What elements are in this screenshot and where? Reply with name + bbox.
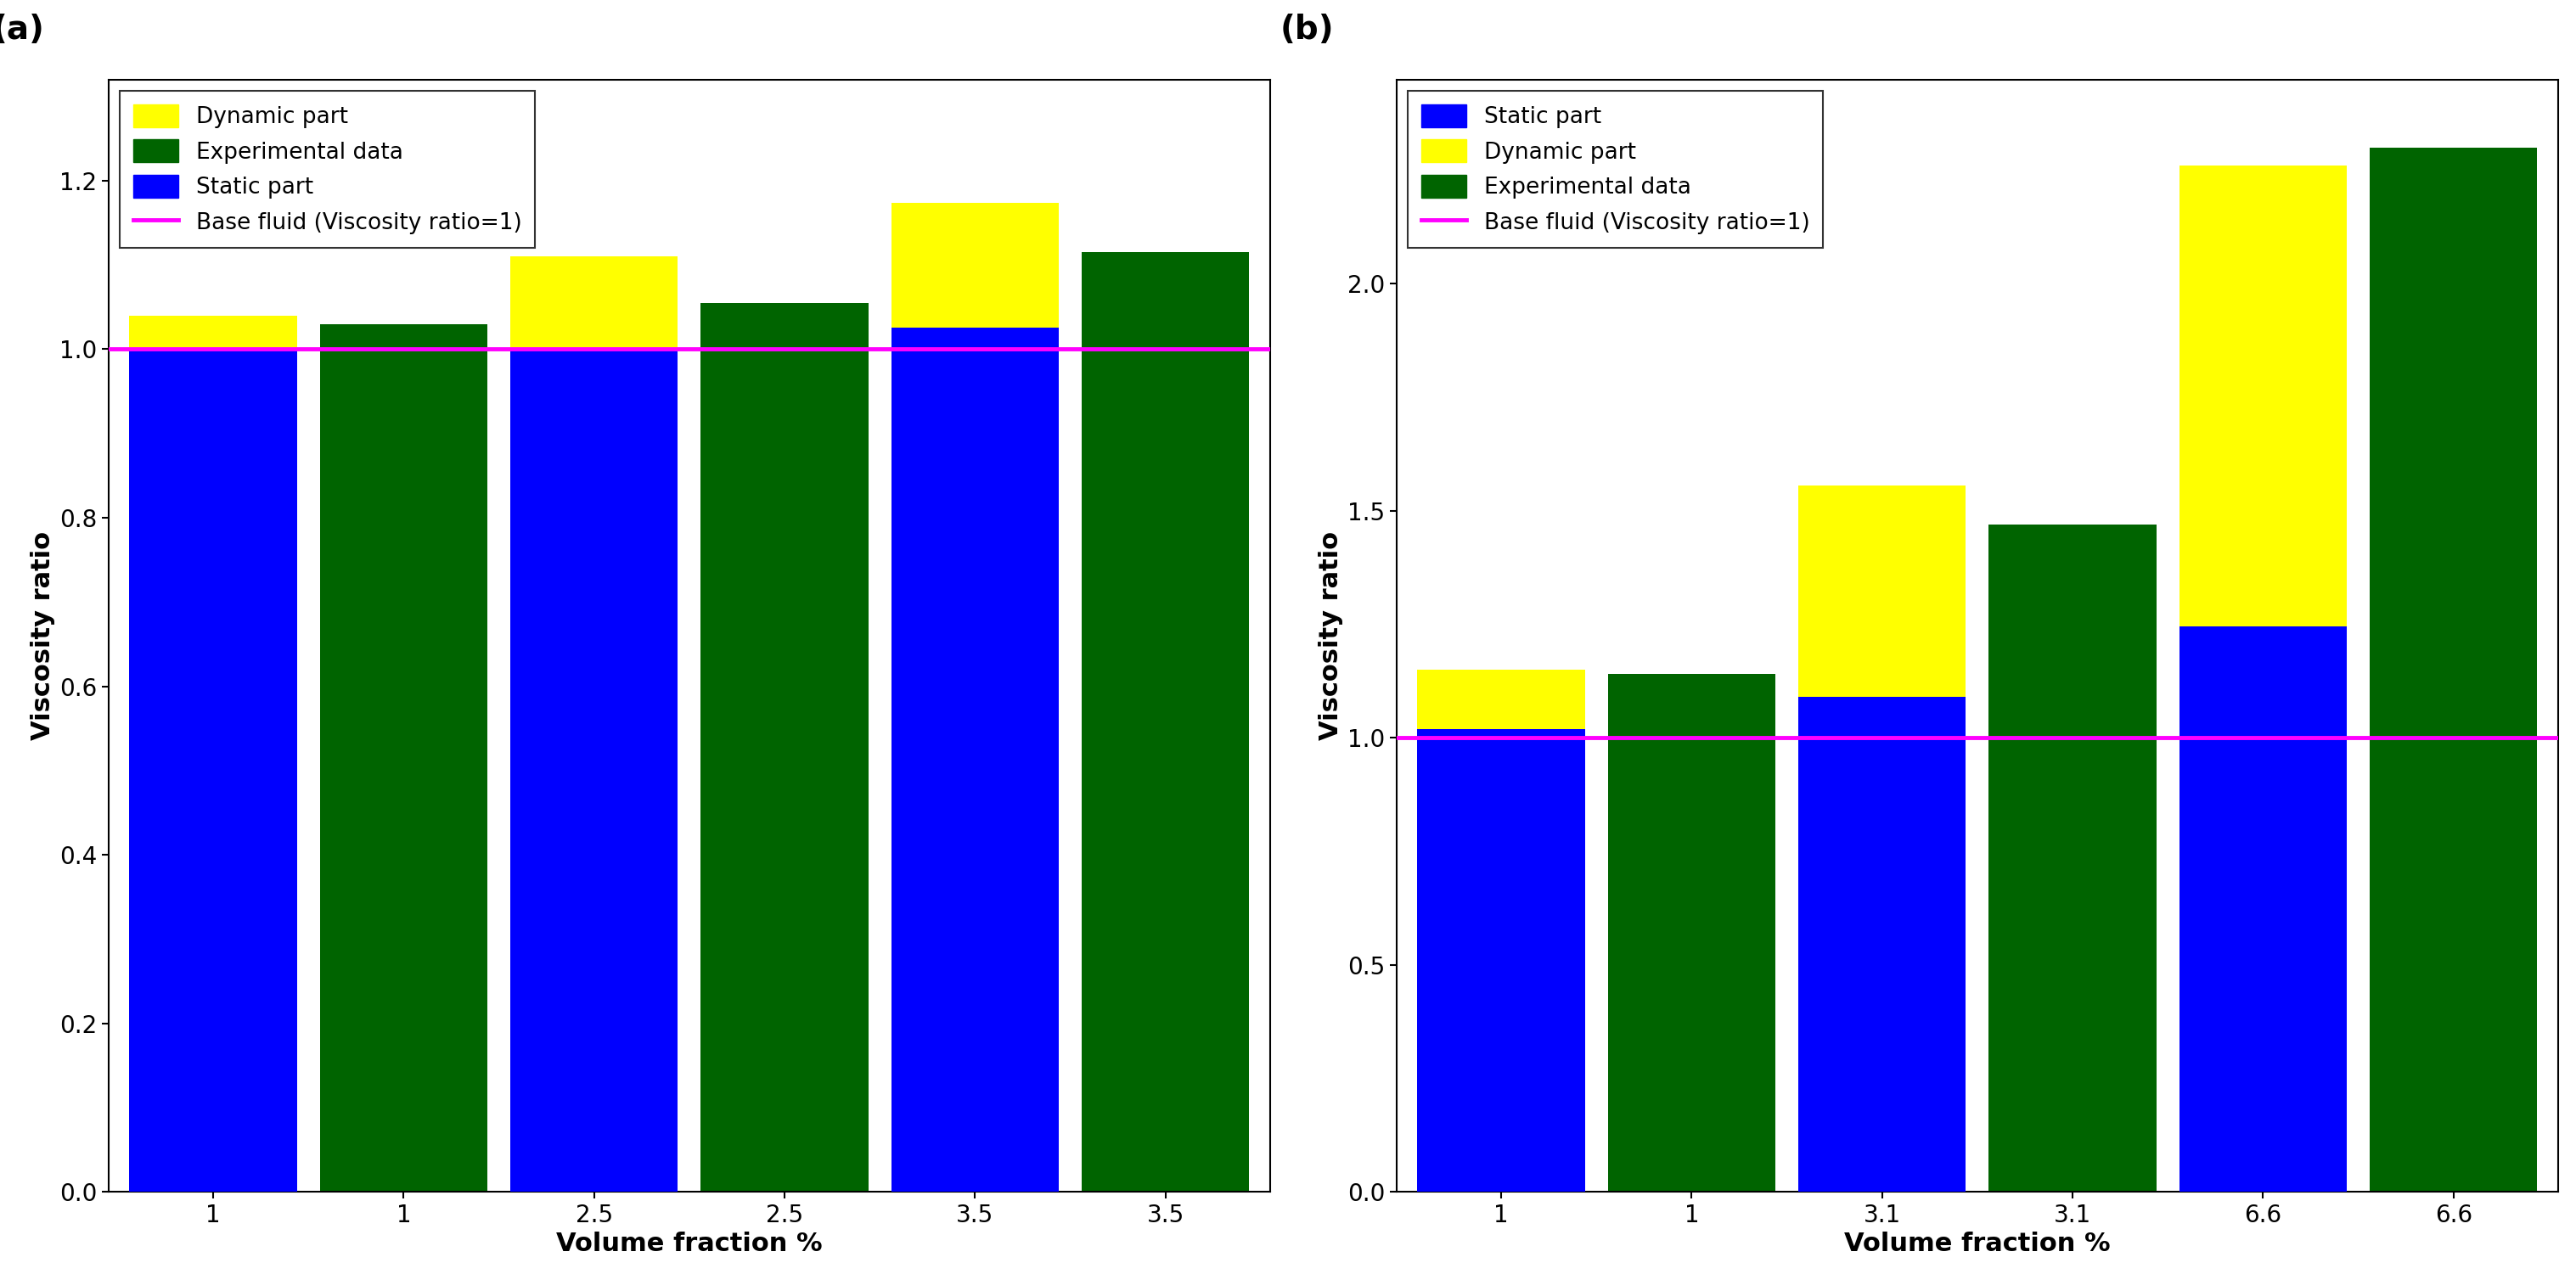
Bar bbox=[129, 349, 296, 1192]
Bar bbox=[129, 316, 296, 349]
Bar bbox=[319, 324, 487, 1192]
Legend: Dynamic part, Experimental data, Static part, Base fluid (Viscosity ratio=1): Dynamic part, Experimental data, Static … bbox=[118, 90, 536, 247]
Bar bbox=[1989, 525, 2156, 1192]
Bar bbox=[2179, 166, 2347, 627]
Bar bbox=[2179, 627, 2347, 1192]
Bar bbox=[891, 327, 1059, 1192]
Bar bbox=[1417, 729, 1584, 1192]
Bar bbox=[1798, 697, 1965, 1192]
Bar bbox=[1798, 485, 1965, 697]
Text: (a): (a) bbox=[0, 14, 44, 46]
X-axis label: Volume fraction %: Volume fraction % bbox=[556, 1232, 822, 1256]
Bar bbox=[1082, 252, 1249, 1192]
Y-axis label: Viscosity ratio: Viscosity ratio bbox=[31, 531, 54, 740]
Bar bbox=[1417, 670, 1584, 729]
Y-axis label: Viscosity ratio: Viscosity ratio bbox=[1319, 531, 1342, 740]
Bar bbox=[891, 204, 1059, 327]
Text: (b): (b) bbox=[1280, 14, 1334, 46]
Legend: Static part, Dynamic part, Experimental data, Base fluid (Viscosity ratio=1): Static part, Dynamic part, Experimental … bbox=[1406, 90, 1824, 247]
Bar bbox=[1607, 674, 1775, 1192]
Bar bbox=[510, 256, 677, 349]
Bar bbox=[510, 349, 677, 1192]
X-axis label: Volume fraction %: Volume fraction % bbox=[1844, 1232, 2110, 1256]
Bar bbox=[2370, 148, 2537, 1192]
Bar bbox=[701, 303, 868, 1192]
